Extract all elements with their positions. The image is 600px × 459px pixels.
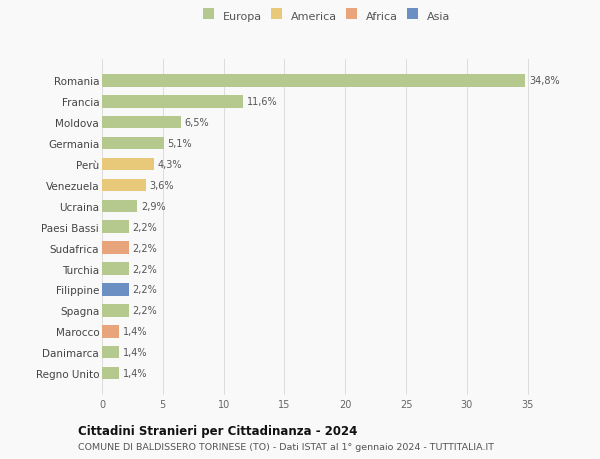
Bar [102,304,129,317]
Text: 1,4%: 1,4% [122,326,147,336]
Text: 2,2%: 2,2% [133,264,157,274]
Text: COMUNE DI BALDISSERO TORINESE (TO) - Dati ISTAT al 1° gennaio 2024 - TUTTITALIA.: COMUNE DI BALDISSERO TORINESE (TO) - Dat… [78,442,494,451]
Text: 1,4%: 1,4% [122,347,147,358]
Bar [102,179,146,192]
Bar [102,263,129,275]
Bar [102,325,119,338]
Text: 5,1%: 5,1% [167,139,193,149]
Text: 2,2%: 2,2% [133,243,157,253]
Text: 11,6%: 11,6% [247,97,277,107]
Bar [102,346,119,358]
Text: 2,9%: 2,9% [141,202,166,211]
Text: 1,4%: 1,4% [122,368,147,378]
Bar [102,117,181,129]
Text: 34,8%: 34,8% [529,76,560,86]
Bar [102,158,154,171]
Bar [102,138,164,150]
Bar [102,221,129,234]
Bar [102,367,119,380]
Text: 2,2%: 2,2% [133,306,157,316]
Text: 4,3%: 4,3% [158,160,182,170]
Bar [102,242,129,254]
Text: 3,6%: 3,6% [149,180,174,190]
Bar [102,96,243,108]
Text: 2,2%: 2,2% [133,285,157,295]
Legend: Europa, America, Africa, Asia: Europa, America, Africa, Asia [203,11,451,22]
Bar [102,200,137,213]
Text: Cittadini Stranieri per Cittadinanza - 2024: Cittadini Stranieri per Cittadinanza - 2… [78,425,358,437]
Text: 2,2%: 2,2% [133,222,157,232]
Bar [102,75,525,87]
Bar [102,284,129,296]
Text: 6,5%: 6,5% [185,118,209,128]
